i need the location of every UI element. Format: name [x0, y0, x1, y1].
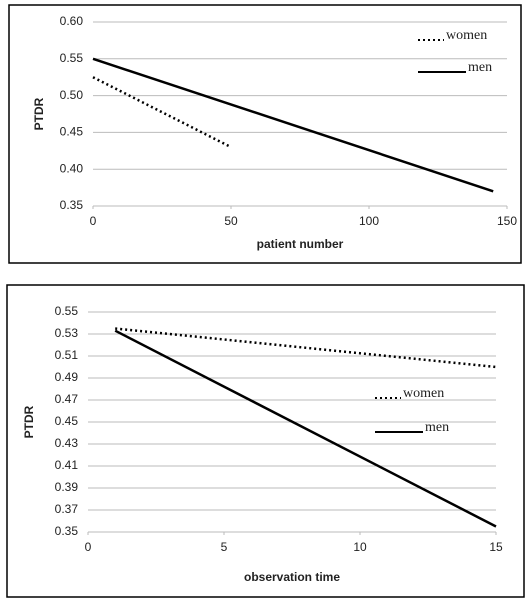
y-tick-label: 0.35 — [55, 524, 79, 538]
y-tick-label: 0.35 — [60, 198, 84, 212]
y-tick-label: 0.37 — [55, 502, 79, 516]
chart-frame — [6, 284, 525, 598]
x-tick-label: 0 — [90, 214, 97, 228]
y-tick-label: 0.40 — [60, 161, 84, 175]
y-tick-label: 0.43 — [55, 436, 79, 450]
series-line — [115, 327, 497, 369]
y-axis-title: PTDR — [22, 405, 36, 438]
x-tick-label: 10 — [353, 540, 367, 554]
legend-label: women — [446, 28, 487, 43]
y-tick-label: 0.41 — [55, 458, 79, 472]
chart-frame — [8, 4, 522, 264]
legend-label: men — [425, 420, 449, 435]
series-line — [92, 76, 232, 149]
legend-label: women — [403, 386, 444, 401]
y-tick-label: 0.47 — [55, 392, 79, 406]
y-axis-title: PTDR — [32, 97, 46, 130]
x-tick-label: 100 — [359, 214, 379, 228]
x-axis-title: patient number — [257, 237, 344, 251]
y-tick-label: 0.49 — [55, 370, 79, 384]
series-line — [92, 57, 494, 193]
y-tick-label: 0.55 — [60, 51, 84, 65]
x-tick-label: 50 — [224, 214, 238, 228]
series-line — [114, 329, 497, 528]
y-tick-label: 0.50 — [60, 88, 84, 102]
x-tick-label: 0 — [85, 540, 92, 554]
legend-label: men — [468, 60, 492, 75]
x-axis-title: observation time — [244, 570, 340, 584]
y-tick-label: 0.39 — [55, 480, 79, 494]
x-tick-label: 5 — [221, 540, 228, 554]
x-tick-label: 150 — [497, 214, 517, 228]
y-tick-label: 0.51 — [55, 348, 79, 362]
y-tick-label: 0.45 — [55, 414, 79, 428]
x-tick-label: 15 — [489, 540, 503, 554]
y-tick-label: 0.45 — [60, 125, 84, 139]
y-tick-label: 0.60 — [60, 14, 84, 28]
y-tick-label: 0.55 — [55, 304, 79, 318]
y-tick-label: 0.53 — [55, 326, 79, 340]
